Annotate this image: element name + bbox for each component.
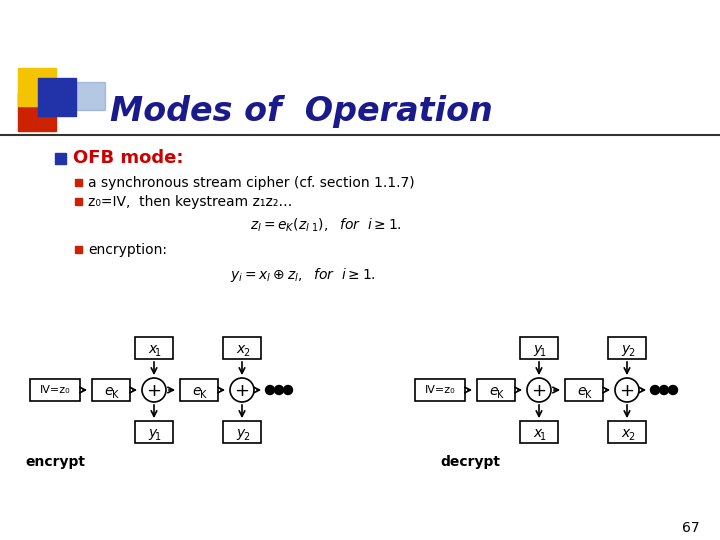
Bar (565, 379, 603, 401)
Bar (75, 198, 82, 205)
Text: e: e (193, 384, 202, 398)
Text: x: x (148, 342, 156, 356)
Text: a synchronous stream cipher (cf. section 1.1.7): a synchronous stream cipher (cf. section… (88, 176, 415, 190)
Text: K: K (585, 390, 591, 400)
Bar (477, 379, 515, 401)
Text: K: K (497, 390, 503, 400)
Text: K: K (200, 390, 206, 400)
Text: 1: 1 (155, 432, 161, 442)
Circle shape (142, 378, 166, 402)
Text: encrypt: encrypt (25, 455, 85, 469)
Text: OFB mode:: OFB mode: (73, 149, 184, 167)
Text: +: + (235, 381, 250, 400)
Circle shape (266, 386, 274, 395)
Text: z₀=IV,  then keystream z₁z₂…: z₀=IV, then keystream z₁z₂… (88, 195, 292, 209)
Text: y: y (621, 342, 629, 356)
Bar (18, 68, 56, 106)
Text: 2: 2 (243, 348, 249, 358)
Text: x: x (236, 342, 244, 356)
Bar (30, 379, 80, 401)
Text: IV=z₀: IV=z₀ (425, 385, 455, 395)
Circle shape (527, 378, 551, 402)
Bar (135, 337, 173, 359)
Bar (415, 379, 465, 401)
Text: +: + (619, 381, 634, 400)
Bar (55, 153, 66, 164)
Text: e: e (490, 384, 498, 398)
Circle shape (230, 378, 254, 402)
Bar (18, 93, 56, 131)
Text: encryption:: encryption: (88, 243, 167, 257)
Bar (223, 421, 261, 443)
Text: x: x (533, 426, 541, 440)
Text: 1: 1 (540, 348, 546, 358)
Text: 1: 1 (155, 348, 161, 358)
Text: e: e (577, 384, 586, 398)
Text: 2: 2 (628, 348, 634, 358)
Bar (92, 379, 130, 401)
Text: 2: 2 (628, 432, 634, 442)
Bar (60, 82, 105, 110)
Bar (38, 78, 76, 116)
Text: 1: 1 (540, 432, 546, 442)
Text: x: x (621, 426, 629, 440)
Text: y: y (533, 342, 541, 356)
Circle shape (274, 386, 284, 395)
Bar (75, 179, 82, 186)
Text: y: y (236, 426, 244, 440)
Circle shape (668, 386, 678, 395)
Bar (75, 246, 82, 253)
Bar (180, 379, 218, 401)
Text: e: e (104, 384, 113, 398)
Circle shape (615, 378, 639, 402)
Text: y: y (148, 426, 156, 440)
Bar (608, 337, 646, 359)
Text: IV=z₀: IV=z₀ (40, 385, 71, 395)
Text: $y_i = x_l \oplus z_l,$  for  $i \geq 1.$: $y_i = x_l \oplus z_l,$ for $i \geq 1.$ (230, 266, 376, 284)
Text: K: K (112, 390, 118, 400)
Text: $z_l = e_K(z_{l\ 1}),$  for  $i \geq 1.$: $z_l = e_K(z_{l\ 1}),$ for $i \geq 1.$ (250, 217, 402, 234)
Text: +: + (146, 381, 161, 400)
Circle shape (660, 386, 668, 395)
Bar (520, 421, 558, 443)
Bar (135, 421, 173, 443)
Text: 67: 67 (683, 521, 700, 535)
Bar (608, 421, 646, 443)
Circle shape (284, 386, 292, 395)
Text: 2: 2 (243, 432, 249, 442)
Circle shape (650, 386, 660, 395)
Text: Modes of  Operation: Modes of Operation (110, 96, 492, 129)
Text: decrypt: decrypt (440, 455, 500, 469)
Bar (520, 337, 558, 359)
Text: +: + (531, 381, 546, 400)
Bar (223, 337, 261, 359)
